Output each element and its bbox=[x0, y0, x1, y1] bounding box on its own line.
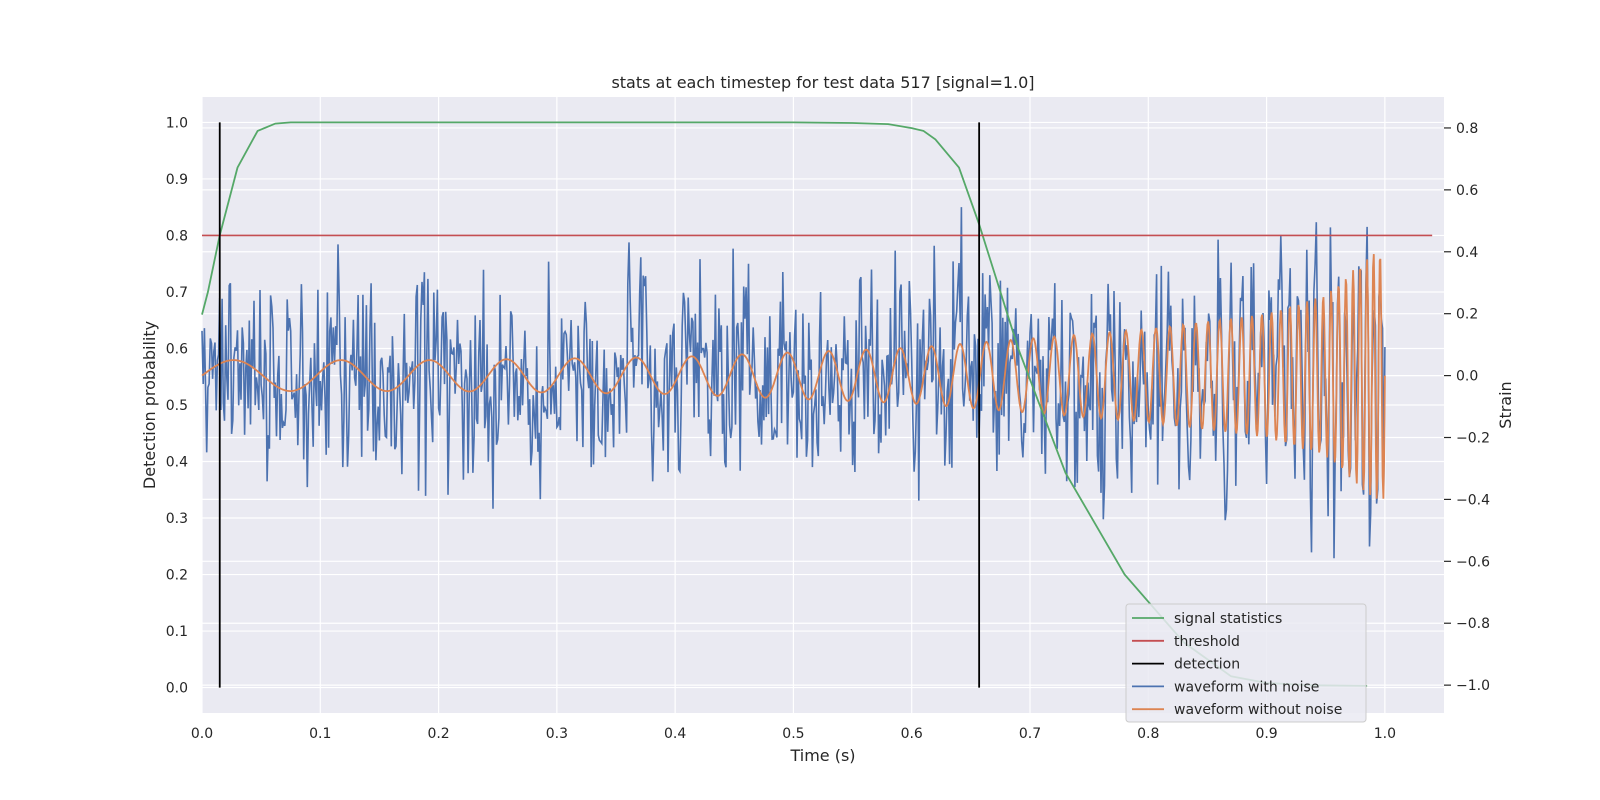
series-waveform-without-noise bbox=[201, 254, 1386, 499]
series-waveform-with-noise bbox=[201, 207, 1386, 559]
x-tick-label: 0.4 bbox=[664, 726, 686, 742]
y-tick-label: 0.7 bbox=[166, 285, 188, 301]
y2-tick-label: −1.0 bbox=[1456, 678, 1490, 694]
y-tick-label: 0.5 bbox=[166, 398, 188, 414]
x-tick-label: 0.1 bbox=[309, 726, 331, 742]
y-tick-label: 0.3 bbox=[166, 511, 188, 527]
y-tick-label: 0.0 bbox=[166, 681, 188, 697]
legend-label: signal statistics bbox=[1174, 611, 1282, 627]
y-tick-label: 0.8 bbox=[166, 228, 188, 244]
legend-box bbox=[1125, 603, 1367, 723]
y2-tick-label: −0.2 bbox=[1456, 431, 1490, 447]
y2-tick-label: 0.6 bbox=[1456, 183, 1478, 199]
y2-tick-label: −0.8 bbox=[1456, 616, 1490, 632]
x-axis-title: Time (s) bbox=[789, 746, 855, 765]
x-tick-label: 0.8 bbox=[1137, 726, 1159, 742]
tick-layer: 0.0 0.1 0.2 0.3 0.4 0.5 0.6 0.7 0.8 0.9 1.0 0.0 0.1 0… bbox=[166, 115, 1490, 742]
y-tick-label: 1.0 bbox=[166, 115, 188, 131]
legend-label: waveform without noise bbox=[1174, 702, 1342, 718]
y-tick-label: 0.6 bbox=[166, 341, 188, 357]
y2-tick-label: −0.4 bbox=[1456, 492, 1490, 508]
x-tick-label: 0.9 bbox=[1255, 726, 1277, 742]
y-tick-label: 0.4 bbox=[166, 455, 188, 471]
y2-tick-label: 0.4 bbox=[1456, 245, 1478, 261]
y-tick-label: 0.2 bbox=[166, 568, 188, 584]
x-tick-label: 0.2 bbox=[427, 726, 449, 742]
legend-label: detection bbox=[1174, 657, 1240, 673]
legend-label: waveform with noise bbox=[1174, 679, 1319, 695]
y-axis-title: Detection probability bbox=[140, 321, 159, 489]
legend-label: threshold bbox=[1174, 634, 1240, 650]
x-tick-label: 1.0 bbox=[1374, 726, 1396, 742]
x-tick-label: 0.0 bbox=[191, 726, 213, 742]
y2-tick-label: 0.0 bbox=[1456, 369, 1478, 385]
legend: signal statistics threshold detection wavef… bbox=[1125, 603, 1367, 723]
y-tick-label: 0.1 bbox=[166, 624, 188, 640]
y-tick-label: 0.9 bbox=[166, 172, 188, 188]
y2-tick-label: 0.2 bbox=[1456, 307, 1478, 323]
x-tick-label: 0.6 bbox=[901, 726, 923, 742]
y2-tick-label: −0.6 bbox=[1456, 554, 1490, 570]
x-tick-label: 0.3 bbox=[546, 726, 568, 742]
chart-title: stats at each timestep for test data 517… bbox=[611, 73, 1034, 92]
x-tick-label: 0.7 bbox=[1019, 726, 1041, 742]
x-tick-label: 0.5 bbox=[782, 726, 804, 742]
y2-axis-title: Strain bbox=[1496, 381, 1515, 428]
y2-tick-label: 0.8 bbox=[1456, 121, 1478, 137]
